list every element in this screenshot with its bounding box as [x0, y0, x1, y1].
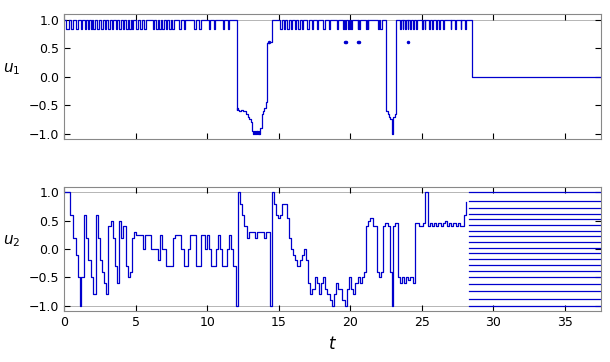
Y-axis label: $u_1$: $u_1$: [3, 61, 21, 77]
X-axis label: $t$: $t$: [328, 335, 337, 353]
Y-axis label: $u_2$: $u_2$: [3, 233, 21, 249]
